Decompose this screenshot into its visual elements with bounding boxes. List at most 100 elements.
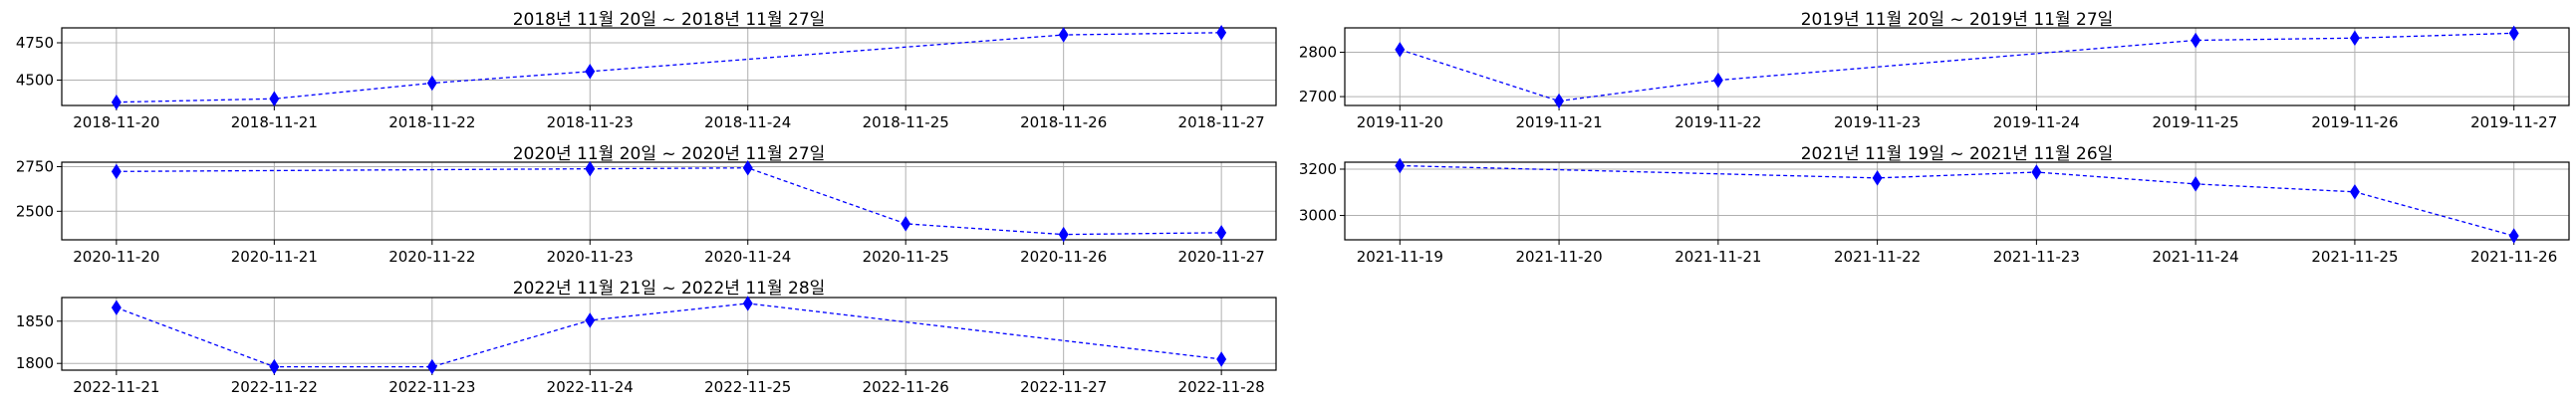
chart-panel-2018: 2018년 11월 20일 ~ 2018년 11월 27일 2018-11-20… [0, 0, 1288, 134]
y-tick-label: 2800 [1299, 44, 1337, 62]
y-tick-label: 1850 [16, 312, 54, 330]
x-tick-label: 2020-11-24 [704, 248, 791, 266]
x-tick-label: 2019-11-21 [1515, 113, 1602, 131]
data-point-marker [269, 91, 280, 106]
series-line [116, 167, 1222, 236]
data-point-marker [742, 159, 753, 176]
data-point-marker [2349, 30, 2360, 46]
chart-title-2018: 2018년 11월 20일 ~ 2018년 11월 27일 [512, 10, 826, 30]
x-tick-label: 2021-11-20 [1515, 248, 1602, 266]
data-point-marker [2349, 184, 2360, 200]
data-point-marker [111, 300, 122, 315]
x-tick-label: 2022-11-28 [1178, 378, 1265, 396]
chart-title-2022: 2022년 11월 21일 ~ 2022년 11월 28일 [512, 279, 826, 299]
chart-panel-2021: 2021년 11월 19일 ~ 2021년 11월 26일 2021-11-19… [1288, 134, 2576, 269]
x-tick-label: 2019-11-22 [1674, 113, 1761, 131]
data-point-marker [2190, 176, 2201, 192]
x-tick-label: 2020-11-26 [1020, 248, 1107, 266]
x-tick-label: 2021-11-26 [2470, 248, 2557, 266]
x-tick-label: 2018-11-25 [863, 113, 949, 131]
x-tick-label: 2022-11-25 [704, 378, 791, 396]
chart-panel-2022: 2022년 11월 21일 ~ 2022년 11월 28일 2022-11-21… [0, 269, 1288, 404]
axes-frame [1344, 27, 2570, 106]
data-point-marker [1395, 157, 1406, 174]
x-tick-label: 2020-11-25 [863, 248, 949, 266]
data-point-marker [742, 296, 753, 311]
axes-frame [61, 27, 1277, 106]
y-tick-label: 3000 [1299, 207, 1337, 225]
x-tick-label: 2019-11-24 [1993, 113, 2080, 131]
chart-svg-2021: 2021-11-19 2021-11-20 2021-11-21 2021-11-22… [1299, 157, 2570, 266]
chart-svg-2022: 2022-11-21 2022-11-22 2022-11-23 2022-11-24… [16, 296, 1277, 396]
x-tick-label: 2021-11-22 [1834, 248, 1921, 266]
series-line [1400, 164, 2514, 237]
data-point-marker [1058, 226, 1069, 243]
y-tick-label: 4750 [16, 34, 54, 52]
chart-title-2019: 2019년 11월 20일 ~ 2019년 11월 27일 [1800, 10, 2114, 30]
chart-panel-2020: 2020년 11월 20일 ~ 2020년 11월 27일 2020-11-20… [0, 134, 1288, 269]
x-tick-label: 2022-11-24 [547, 378, 634, 396]
data-point-marker [1216, 225, 1227, 241]
x-tick-label: 2022-11-26 [863, 378, 949, 396]
data-point-marker [1712, 72, 1723, 89]
x-tick-label: 2021-11-19 [1357, 248, 1443, 266]
data-point-marker [2031, 164, 2042, 180]
x-tick-label: 2018-11-21 [231, 113, 318, 131]
x-tick-label: 2019-11-26 [2311, 113, 2398, 131]
x-tick-label: 2018-11-22 [388, 113, 475, 131]
x-tick-label: 2019-11-23 [1834, 113, 1921, 131]
x-tick-label: 2022-11-27 [1020, 378, 1107, 396]
x-tick-label: 2022-11-23 [388, 378, 475, 396]
axes-frame [1344, 161, 2570, 241]
data-point-marker [2190, 32, 2201, 49]
chart-title-2021: 2021년 11월 19일 ~ 2021년 11월 26일 [1800, 144, 2114, 164]
x-tick-label: 2020-11-27 [1178, 248, 1265, 266]
x-tick-label: 2019-11-20 [1357, 113, 1443, 131]
data-point-marker [585, 160, 596, 177]
x-tick-label: 2018-11-23 [547, 113, 634, 131]
data-point-marker [585, 312, 596, 328]
data-point-marker [2508, 25, 2519, 42]
x-tick-label: 2018-11-26 [1020, 113, 1107, 131]
chart-panel-2019: 2019년 11월 20일 ~ 2019년 11월 27일 2019-11-20… [1288, 0, 2576, 134]
x-tick-label: 2022-11-21 [73, 378, 159, 396]
data-point-marker [426, 358, 437, 375]
data-point-marker [901, 216, 911, 232]
x-tick-label: 2018-11-24 [704, 113, 791, 131]
y-tick-label: 2700 [1299, 88, 1337, 105]
series-line [1400, 32, 2514, 102]
chart-svg-2018: 2018-11-20 2018-11-21 2018-11-22 2018-11-23… [16, 25, 1277, 131]
x-tick-label: 2021-11-21 [1674, 248, 1761, 266]
data-point-marker [1395, 42, 1406, 58]
data-point-marker [1058, 27, 1069, 43]
chart-svg-2020: 2020-11-20 2020-11-21 2020-11-22 2020-11-23… [16, 157, 1277, 266]
x-tick-label: 2018-11-27 [1178, 113, 1265, 131]
y-tick-label: 2750 [16, 157, 54, 175]
x-tick-label: 2018-11-20 [73, 113, 159, 131]
x-tick-label: 2019-11-25 [2153, 113, 2239, 131]
data-point-marker [111, 94, 122, 110]
chart-title-2020: 2020년 11월 20일 ~ 2020년 11월 27일 [512, 144, 826, 164]
data-point-marker [111, 163, 122, 180]
x-tick-label: 2021-11-23 [1993, 248, 2080, 266]
axes-frame [61, 161, 1277, 241]
data-point-marker [269, 358, 280, 375]
y-tick-label: 1800 [16, 354, 54, 372]
y-tick-label: 2500 [16, 202, 54, 220]
data-point-marker [2508, 228, 2519, 244]
x-tick-label: 2021-11-25 [2311, 248, 2398, 266]
data-point-marker [1216, 25, 1227, 41]
data-point-marker [426, 75, 437, 92]
x-tick-label: 2022-11-22 [231, 378, 318, 396]
data-point-marker [1872, 170, 1883, 186]
y-tick-label: 3200 [1299, 160, 1337, 178]
x-tick-label: 2020-11-22 [388, 248, 475, 266]
x-tick-label: 2021-11-24 [2153, 248, 2239, 266]
x-tick-label: 2020-11-23 [547, 248, 634, 266]
x-tick-label: 2020-11-21 [231, 248, 318, 266]
series-line [116, 303, 1222, 368]
axes-frame [61, 297, 1277, 371]
y-tick-label: 4500 [16, 72, 54, 90]
x-tick-label: 2020-11-20 [73, 248, 159, 266]
